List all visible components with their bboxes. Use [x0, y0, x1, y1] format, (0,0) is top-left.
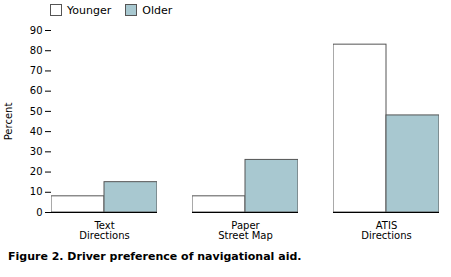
- svg-text:ATISDirections: ATISDirections: [361, 220, 411, 241]
- svg-text:20: 20: [30, 166, 43, 177]
- svg-text:70: 70: [30, 65, 43, 76]
- svg-text:80: 80: [30, 45, 43, 56]
- svg-text:10: 10: [30, 186, 43, 197]
- svg-text:50: 50: [30, 106, 43, 117]
- svg-text:30: 30: [30, 146, 43, 157]
- svg-text:0: 0: [36, 207, 42, 218]
- svg-text:60: 60: [30, 85, 43, 96]
- svg-text:40: 40: [30, 126, 43, 137]
- svg-text:PaperStreet Map: PaperStreet Map: [218, 220, 273, 241]
- html-text:Younger: Younger: [67, 3, 112, 17]
- html-text:Figure 2. Driver preference of: Figure 2. Driver preference of navigatio…: [8, 250, 302, 263]
- svg-text:TextDirections: TextDirections: [79, 220, 129, 241]
- html-text:Older: Older: [142, 3, 173, 17]
- svg-text:Percent: Percent: [3, 103, 14, 141]
- svg-text:90: 90: [30, 25, 43, 36]
